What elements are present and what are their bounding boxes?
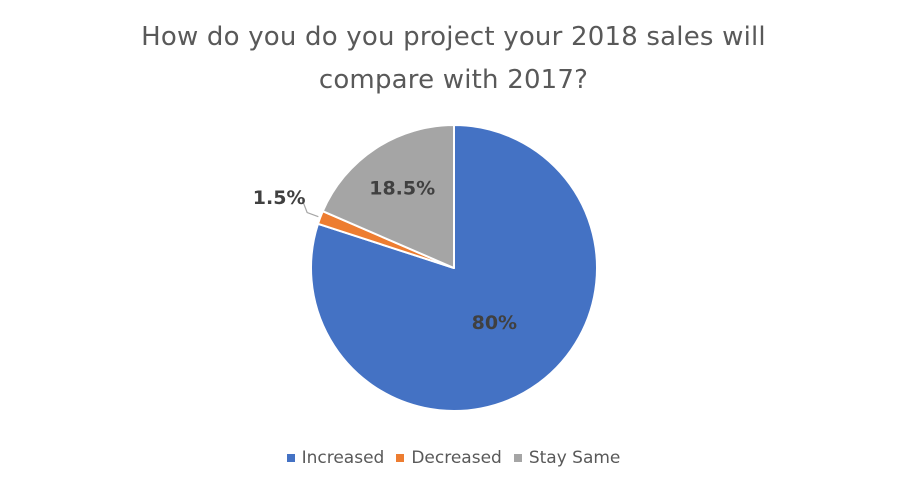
pie-slice-stay-same: [321, 124, 455, 269]
data-label-decreased: 1.5%: [253, 187, 306, 209]
legend-swatch-stay-same: [513, 454, 522, 462]
legend-item-stay-same: Stay Same: [513, 448, 621, 468]
chart-title: How do you do you project your 2018 sale…: [100, 16, 807, 102]
legend-label-stay-same: Stay Same: [528, 448, 621, 468]
chart-title-line-1: How do you do you project your 2018 sale…: [141, 22, 766, 52]
chart-title-line-2: compare with 2017?: [318, 65, 589, 95]
leader-line-decreased: [301, 199, 319, 218]
legend-swatch-increased: [286, 454, 295, 462]
data-label-stay-same: 18.5%: [369, 178, 435, 200]
chart-legend: Increased Decreased Stay Same: [0, 447, 907, 468]
legend-item-increased: Increased: [286, 448, 385, 468]
legend-item-decreased: Decreased: [396, 448, 502, 468]
legend-swatch-decreased: [396, 454, 405, 462]
data-label-increased: 80%: [472, 312, 517, 334]
legend-label-increased: Increased: [301, 448, 385, 468]
legend-label-decreased: Decreased: [411, 448, 502, 468]
